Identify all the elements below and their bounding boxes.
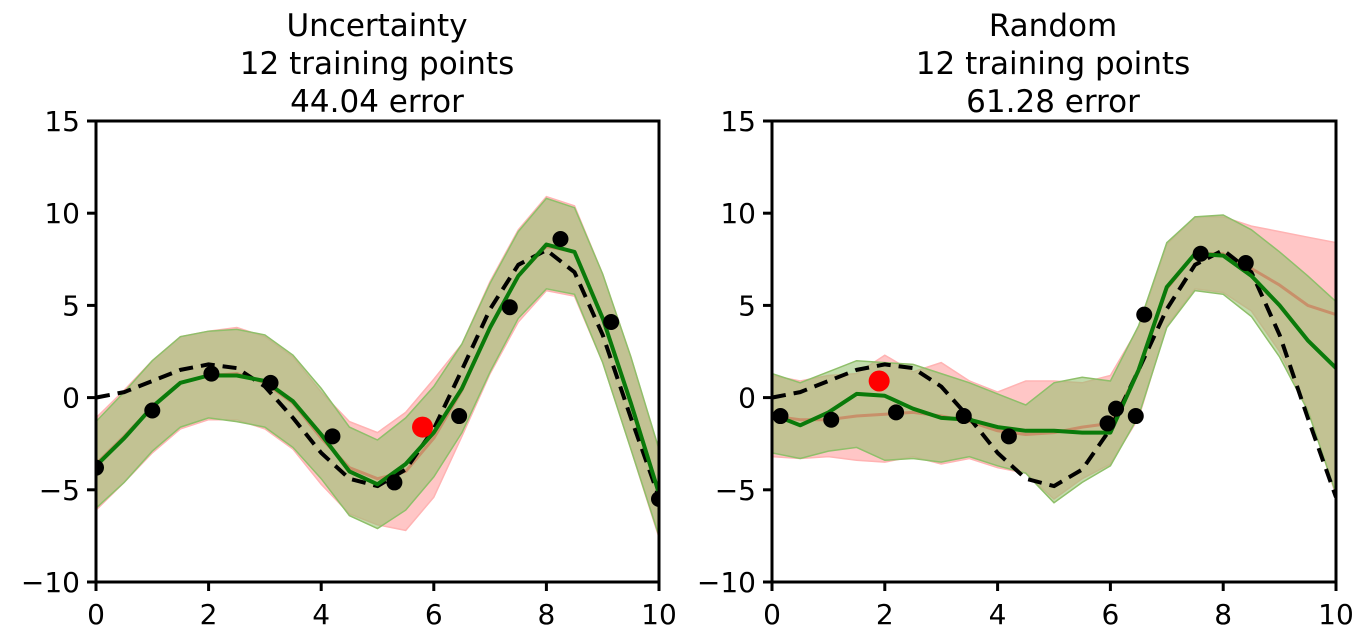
training-point	[651, 491, 659, 508]
chart-title-line-1: Uncertainty	[286, 8, 467, 44]
training-point	[324, 428, 341, 445]
plot-content	[96, 195, 659, 538]
x-tick-label: 0	[87, 598, 105, 631]
training-point	[262, 374, 279, 391]
x-tick-label: 10	[641, 598, 677, 631]
y-tick-label: −10	[697, 566, 756, 599]
training-point	[772, 408, 789, 425]
training-point	[203, 365, 220, 382]
y-tick-label: −10	[21, 566, 80, 599]
chart-title-line-2: 12 training points	[240, 46, 514, 82]
y-tick-label: −5	[715, 474, 756, 507]
chart-title-line-3: 44.04 error	[290, 84, 464, 120]
training-point	[144, 402, 161, 419]
x-tick-label: 8	[1214, 598, 1232, 631]
training-point	[501, 299, 518, 316]
chart-title-line-2: 12 training points	[916, 46, 1190, 82]
chart-panel-uncertainty: Uncertainty 12 training points 44.04 err…	[21, 8, 677, 631]
y-tick-label: 5	[62, 289, 80, 322]
green-mean-line	[96, 242, 659, 495]
training-point	[1099, 415, 1116, 432]
chart-panel-random: Random 12 training points 61.28 error 0 2…	[697, 8, 1354, 631]
x-tick-label: 4	[989, 598, 1007, 631]
training-point	[451, 408, 468, 425]
plot-area: 0 2 4 6 8 10 −10 −5 0 5 10 15	[21, 105, 677, 631]
y-tick-label: 10	[44, 197, 80, 230]
x-tick-label: 4	[312, 598, 330, 631]
y-tick-label: 10	[720, 197, 756, 230]
y-tick-label: −5	[39, 474, 80, 507]
selected-point	[868, 370, 890, 392]
training-point	[888, 404, 905, 421]
y-tick-label: 0	[62, 382, 80, 415]
training-point	[823, 411, 840, 428]
x-tick-label: 2	[876, 598, 894, 631]
training-point	[1108, 400, 1125, 417]
green-confidence-band	[772, 214, 1336, 504]
training-point	[1136, 306, 1153, 323]
x-tick-label: 6	[425, 598, 443, 631]
training-point	[603, 313, 620, 330]
y-tick-label: 15	[720, 105, 756, 138]
x-tick-label: 0	[763, 598, 781, 631]
x-tick-label: 2	[200, 598, 218, 631]
plot-area: 0 2 4 6 8 10 −10 −5 0 5 10 15	[697, 105, 1354, 631]
training-point	[552, 231, 569, 248]
y-tick-label: 0	[738, 382, 756, 415]
x-tick-label: 6	[1101, 598, 1119, 631]
x-tick-label: 10	[1318, 598, 1354, 631]
training-point	[386, 474, 403, 491]
plot-content	[772, 214, 1336, 504]
training-point	[1237, 254, 1254, 271]
training-point	[1127, 408, 1144, 425]
axes-frame	[770, 119, 1338, 584]
x-tick-label: 8	[537, 598, 555, 631]
green-confidence-band	[96, 197, 659, 537]
y-tick-label: 15	[44, 105, 80, 138]
training-point	[96, 459, 104, 476]
training-point	[955, 408, 972, 425]
training-point	[1000, 428, 1017, 445]
chart-title-line-3: 61.28 error	[966, 84, 1140, 120]
y-tick-label: 5	[738, 289, 756, 322]
selected-point	[412, 416, 434, 438]
axes-frame	[94, 119, 661, 584]
training-point	[1192, 245, 1209, 262]
chart-title-line-1: Random	[989, 8, 1117, 44]
true-function-line	[772, 248, 1336, 498]
